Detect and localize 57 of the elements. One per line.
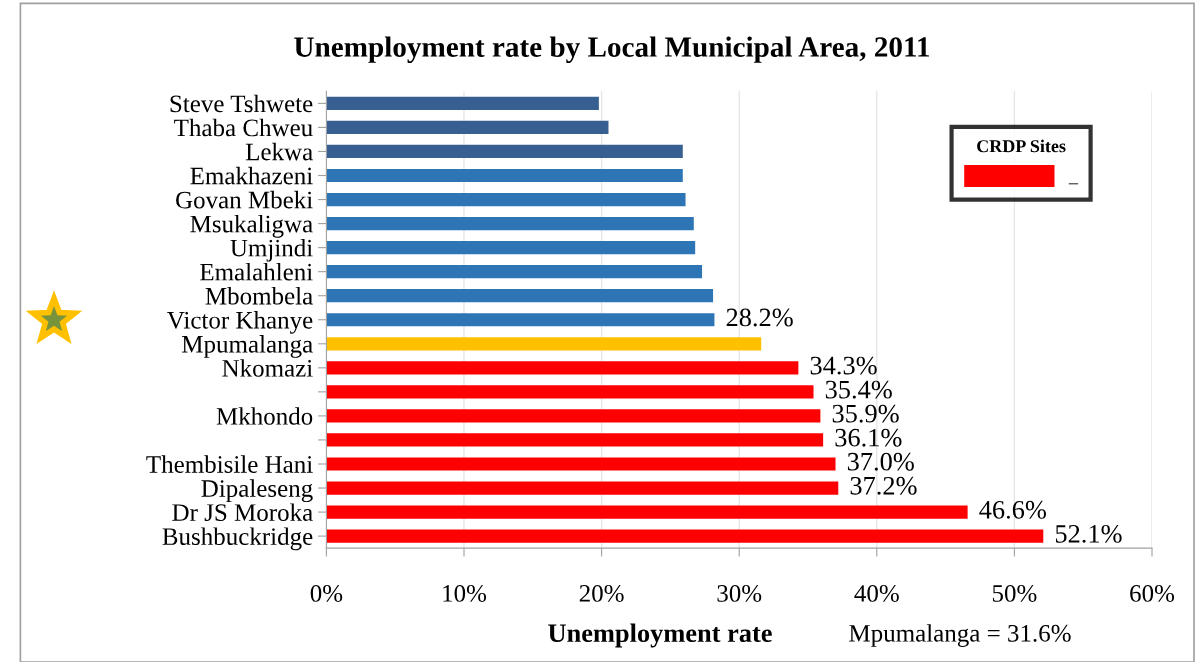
y-tick-label: Steve Tshwete [170, 94, 313, 113]
y-tick-label: Thembisile Hani [146, 455, 313, 473]
y-tick-label: Umjindi [230, 238, 313, 262]
data-label: 46.6% [979, 500, 1046, 519]
x-tick-label: 10% [443, 584, 487, 602]
bar [326, 385, 814, 399]
y-tick-label: Bushbuckridge [162, 527, 313, 551]
bar [326, 241, 696, 255]
bar [326, 120, 609, 135]
bar [326, 409, 821, 423]
y-tick-label: Govan Mbeki [176, 190, 313, 209]
data-label: 37.2% [850, 476, 917, 495]
bar [326, 337, 762, 351]
text: Mpumalanga = 31.6% [849, 624, 1071, 647]
y-tick-label: Dr JS Moroka [172, 503, 313, 521]
data-label: 28.2% [726, 308, 793, 327]
bar [326, 361, 799, 375]
legend-label: _ [1068, 183, 1079, 185]
data-label: 36.1% [835, 428, 902, 447]
bar [326, 168, 683, 183]
bar [326, 144, 683, 159]
chart-title: Unemployment rate by Local Municipal Area, 2011 [294, 36, 930, 63]
bar [326, 481, 839, 495]
bar [326, 289, 714, 303]
y-tick-label: Lekwa [245, 142, 313, 161]
data-label: 35.9% [832, 404, 899, 423]
x-tick-label: 50% [992, 584, 1037, 602]
y-tick-label: Mbombela [205, 287, 313, 305]
bar [326, 216, 694, 231]
y-tick-label: Emakhazeni [190, 166, 313, 185]
y-tick-label: Msukaligwa [190, 214, 313, 238]
y-tick-label: Victor Khanye [167, 311, 313, 334]
y-tick-label: Emalahleni [200, 262, 313, 281]
y-tick-label: Dipaleseng [201, 479, 313, 503]
bar [326, 433, 824, 447]
bar [326, 505, 968, 519]
x-tick-label: 0% [310, 584, 343, 602]
data-label: 52.1% [1055, 524, 1122, 543]
data-label: 35.4% [825, 380, 892, 399]
x-tick-label: 60% [1130, 584, 1175, 602]
y-tick-label: Nkomazi [222, 359, 313, 377]
x-tick-label: 30% [717, 584, 762, 602]
bar [326, 457, 836, 471]
bar [326, 529, 1044, 543]
y-tick-label: Thaba Chweu [174, 118, 313, 137]
bar [326, 96, 599, 110]
x-tick-label: 40% [854, 584, 899, 602]
y-tick-label: Mkhondo [216, 407, 313, 425]
x-tick-label: 20% [579, 584, 624, 602]
bar [326, 192, 686, 207]
x-axis-title: Unemployment rate [548, 623, 772, 648]
bar [326, 313, 715, 327]
data-label: 34.3% [810, 356, 877, 375]
y-tick-label: Mpumalanga [182, 335, 313, 358]
data-label: 37.0% [847, 452, 914, 471]
bar [326, 265, 703, 279]
legend-title: CRDP Sites [977, 139, 1066, 153]
